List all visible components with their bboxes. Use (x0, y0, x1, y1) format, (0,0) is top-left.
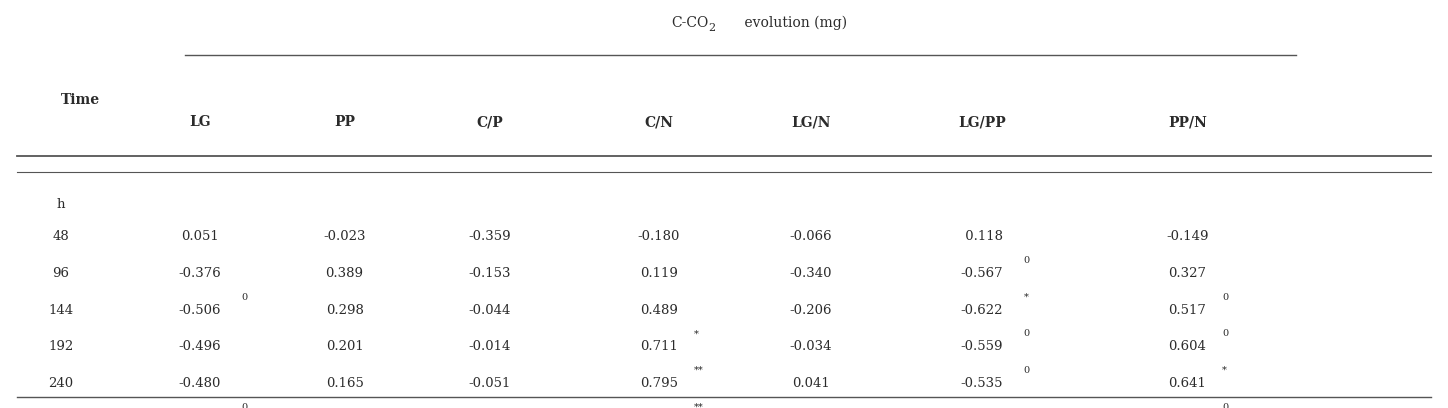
Text: evolution (mg): evolution (mg) (740, 15, 847, 29)
Text: -0.559: -0.559 (960, 340, 1003, 353)
Text: -0.153: -0.153 (468, 267, 511, 280)
Text: -0.044: -0.044 (468, 304, 511, 317)
Text: h: h (56, 197, 65, 211)
Text: 0.711: 0.711 (640, 340, 678, 353)
Text: 0.119: 0.119 (640, 267, 678, 280)
Text: -0.149: -0.149 (1166, 230, 1209, 243)
Text: -0.066: -0.066 (789, 230, 833, 243)
Text: -0.480: -0.480 (178, 377, 222, 390)
Text: 96: 96 (52, 267, 70, 280)
Text: -0.567: -0.567 (960, 267, 1003, 280)
Text: **: ** (694, 366, 704, 375)
Text: -0.506: -0.506 (178, 304, 222, 317)
Text: -0.014: -0.014 (468, 340, 511, 353)
Text: LG/N: LG/N (791, 115, 831, 129)
Text: -0.535: -0.535 (960, 377, 1003, 390)
Text: 0.201: 0.201 (326, 340, 363, 353)
Text: Time: Time (61, 93, 100, 107)
Text: 0: 0 (1024, 256, 1030, 265)
Text: 2: 2 (708, 23, 715, 33)
Text: 0: 0 (1024, 329, 1030, 338)
Text: PP/N: PP/N (1169, 115, 1206, 129)
Text: C/N: C/N (644, 115, 673, 129)
Text: C-CO: C-CO (670, 16, 708, 29)
Text: -0.340: -0.340 (789, 267, 833, 280)
Text: *: * (1024, 293, 1028, 302)
Text: 0.118: 0.118 (960, 230, 1003, 243)
Text: 192: 192 (48, 340, 74, 353)
Text: -0.206: -0.206 (789, 304, 833, 317)
Text: -0.051: -0.051 (468, 377, 511, 390)
Text: -0.622: -0.622 (960, 304, 1003, 317)
Text: *: * (1222, 366, 1226, 375)
Text: 0: 0 (1222, 329, 1228, 338)
Text: 0.517: 0.517 (1169, 304, 1206, 317)
Text: 0.165: 0.165 (326, 377, 363, 390)
Text: 144: 144 (48, 304, 74, 317)
Text: 48: 48 (52, 230, 70, 243)
Text: 0.489: 0.489 (640, 304, 678, 317)
Text: 0.795: 0.795 (640, 377, 678, 390)
Text: 0: 0 (242, 293, 248, 302)
Text: -0.023: -0.023 (323, 230, 366, 243)
Text: 0: 0 (242, 403, 248, 408)
Text: -0.180: -0.180 (637, 230, 681, 243)
Text: 0.389: 0.389 (326, 267, 363, 280)
Text: PP: PP (334, 115, 355, 129)
Text: C/P: C/P (476, 115, 502, 129)
Text: 0.604: 0.604 (1169, 340, 1206, 353)
Text: 0: 0 (1222, 403, 1228, 408)
Text: 240: 240 (48, 377, 74, 390)
Text: 0.327: 0.327 (1169, 267, 1206, 280)
Text: 0.298: 0.298 (326, 304, 363, 317)
Text: -0.034: -0.034 (789, 340, 833, 353)
Text: *: * (694, 329, 698, 338)
Text: -0.496: -0.496 (178, 340, 222, 353)
Text: LG/PP: LG/PP (959, 115, 1005, 129)
Text: 0.051: 0.051 (181, 230, 219, 243)
Text: **: ** (694, 403, 704, 408)
Text: LG: LG (190, 115, 210, 129)
Text: -0.359: -0.359 (468, 230, 511, 243)
Text: 0: 0 (1222, 293, 1228, 302)
Text: 0.641: 0.641 (1169, 377, 1206, 390)
Text: 0: 0 (1024, 366, 1030, 375)
Text: 0.041: 0.041 (792, 377, 830, 390)
Text: -0.376: -0.376 (178, 267, 222, 280)
